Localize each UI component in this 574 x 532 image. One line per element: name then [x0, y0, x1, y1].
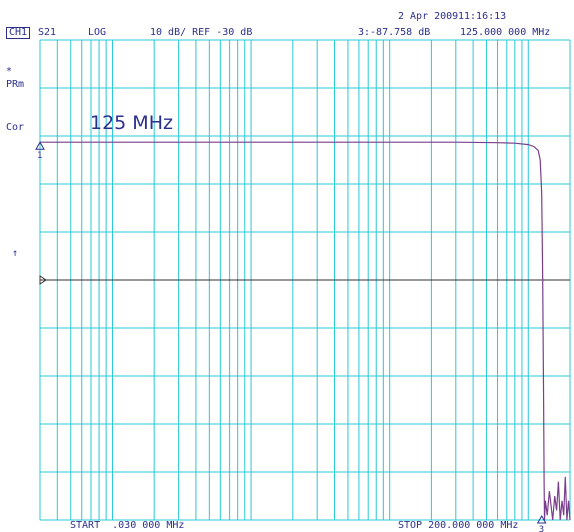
status-star: * [6, 66, 13, 77]
marker-1-label: 1 [37, 151, 42, 161]
format-label: LOG [88, 27, 107, 38]
parameter-label: S21 [38, 27, 57, 38]
reference-position-marker [39, 275, 47, 285]
correction-label: Cor [6, 122, 25, 133]
marker-frequency: 125.000 000 MHz [460, 27, 551, 38]
trace-markers: 13 [35, 141, 547, 532]
marker-3-label: 3 [539, 525, 544, 532]
marker-readout: 3:-87.758 dB [358, 27, 431, 38]
s21-trace [40, 141, 571, 521]
time-label: 11:16:13 [458, 11, 507, 22]
scale-label: 10 dB/ REF -30 dB [150, 27, 253, 38]
stop-frequency: STOP 200.000 000 MHz [398, 520, 519, 531]
start-frequency: START .030 000 MHz [70, 520, 185, 531]
marker-3-triangle [536, 514, 547, 524]
prm-label: PRm [6, 79, 25, 90]
marker-1-triangle [35, 141, 45, 150]
reference-arrow-icon: ↑ [12, 248, 19, 259]
marker-annotation: 125 MHz [90, 112, 173, 134]
channel-badge: CH1 [6, 27, 31, 39]
date-label: 2 Apr 2009 [398, 11, 459, 22]
